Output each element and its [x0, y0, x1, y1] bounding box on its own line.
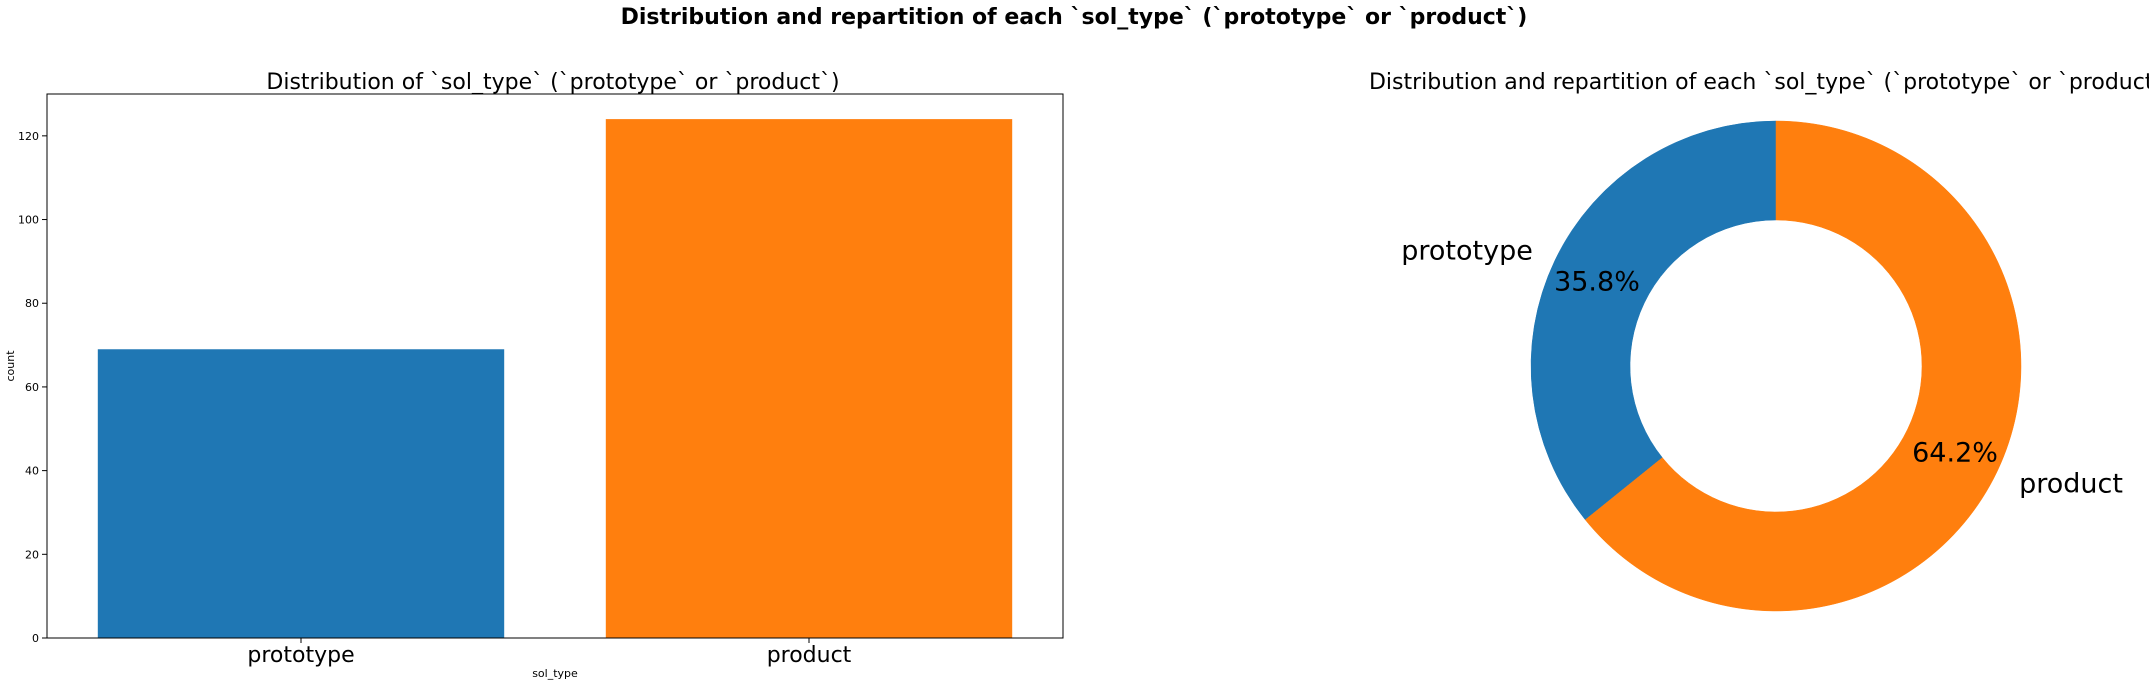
bar-y-tick-label: 80	[25, 297, 39, 310]
donut-series	[1530, 120, 2022, 612]
bar-y-axis: 0 20 40 60 80 100 120	[18, 130, 47, 645]
donut-slice-prototype	[1530, 120, 1777, 521]
bar-x-axis: prototype product	[247, 638, 852, 668]
donut-percent-label: 35.8%	[1554, 266, 1640, 297]
bar-prototype	[97, 349, 505, 638]
donut-chart: Distribution and repartition of each `so…	[1369, 70, 2149, 612]
donut-percent-label: 64.2%	[1912, 438, 1998, 469]
bar-y-tick-label: 100	[18, 214, 39, 227]
bar-x-tick-label: product	[767, 643, 852, 668]
bar-x-axis-label: sol_type	[532, 667, 578, 680]
bar-y-tick-label: 0	[32, 632, 39, 645]
bar-chart-title: Distribution of `sol_type` (`prototype` …	[266, 70, 839, 95]
bar-plot-frame	[46, 93, 1064, 639]
bar-x-tick-label: prototype	[247, 643, 354, 668]
bar-y-tick-label: 40	[25, 465, 39, 478]
bar-y-tick-label: 20	[25, 548, 39, 561]
bar-y-tick-label: 120	[18, 130, 39, 143]
bar-series	[97, 119, 1013, 639]
donut-category-label: prototype	[1401, 236, 1533, 267]
bar-product	[605, 119, 1013, 639]
donut-chart-title: Distribution and repartition of each `so…	[1369, 70, 2149, 95]
bar-y-tick-label: 60	[25, 381, 39, 394]
donut-labels: 35.8% prototype 64.2% product	[1401, 236, 2123, 500]
figure-title: Distribution and repartition of each `so…	[621, 5, 1528, 30]
donut-category-label: product	[2019, 468, 2123, 499]
bar-chart: Distribution of `sol_type` (`prototype` …	[4, 70, 1064, 680]
bar-y-axis-label: count	[4, 350, 17, 382]
donut-slice-product	[1584, 120, 2022, 612]
